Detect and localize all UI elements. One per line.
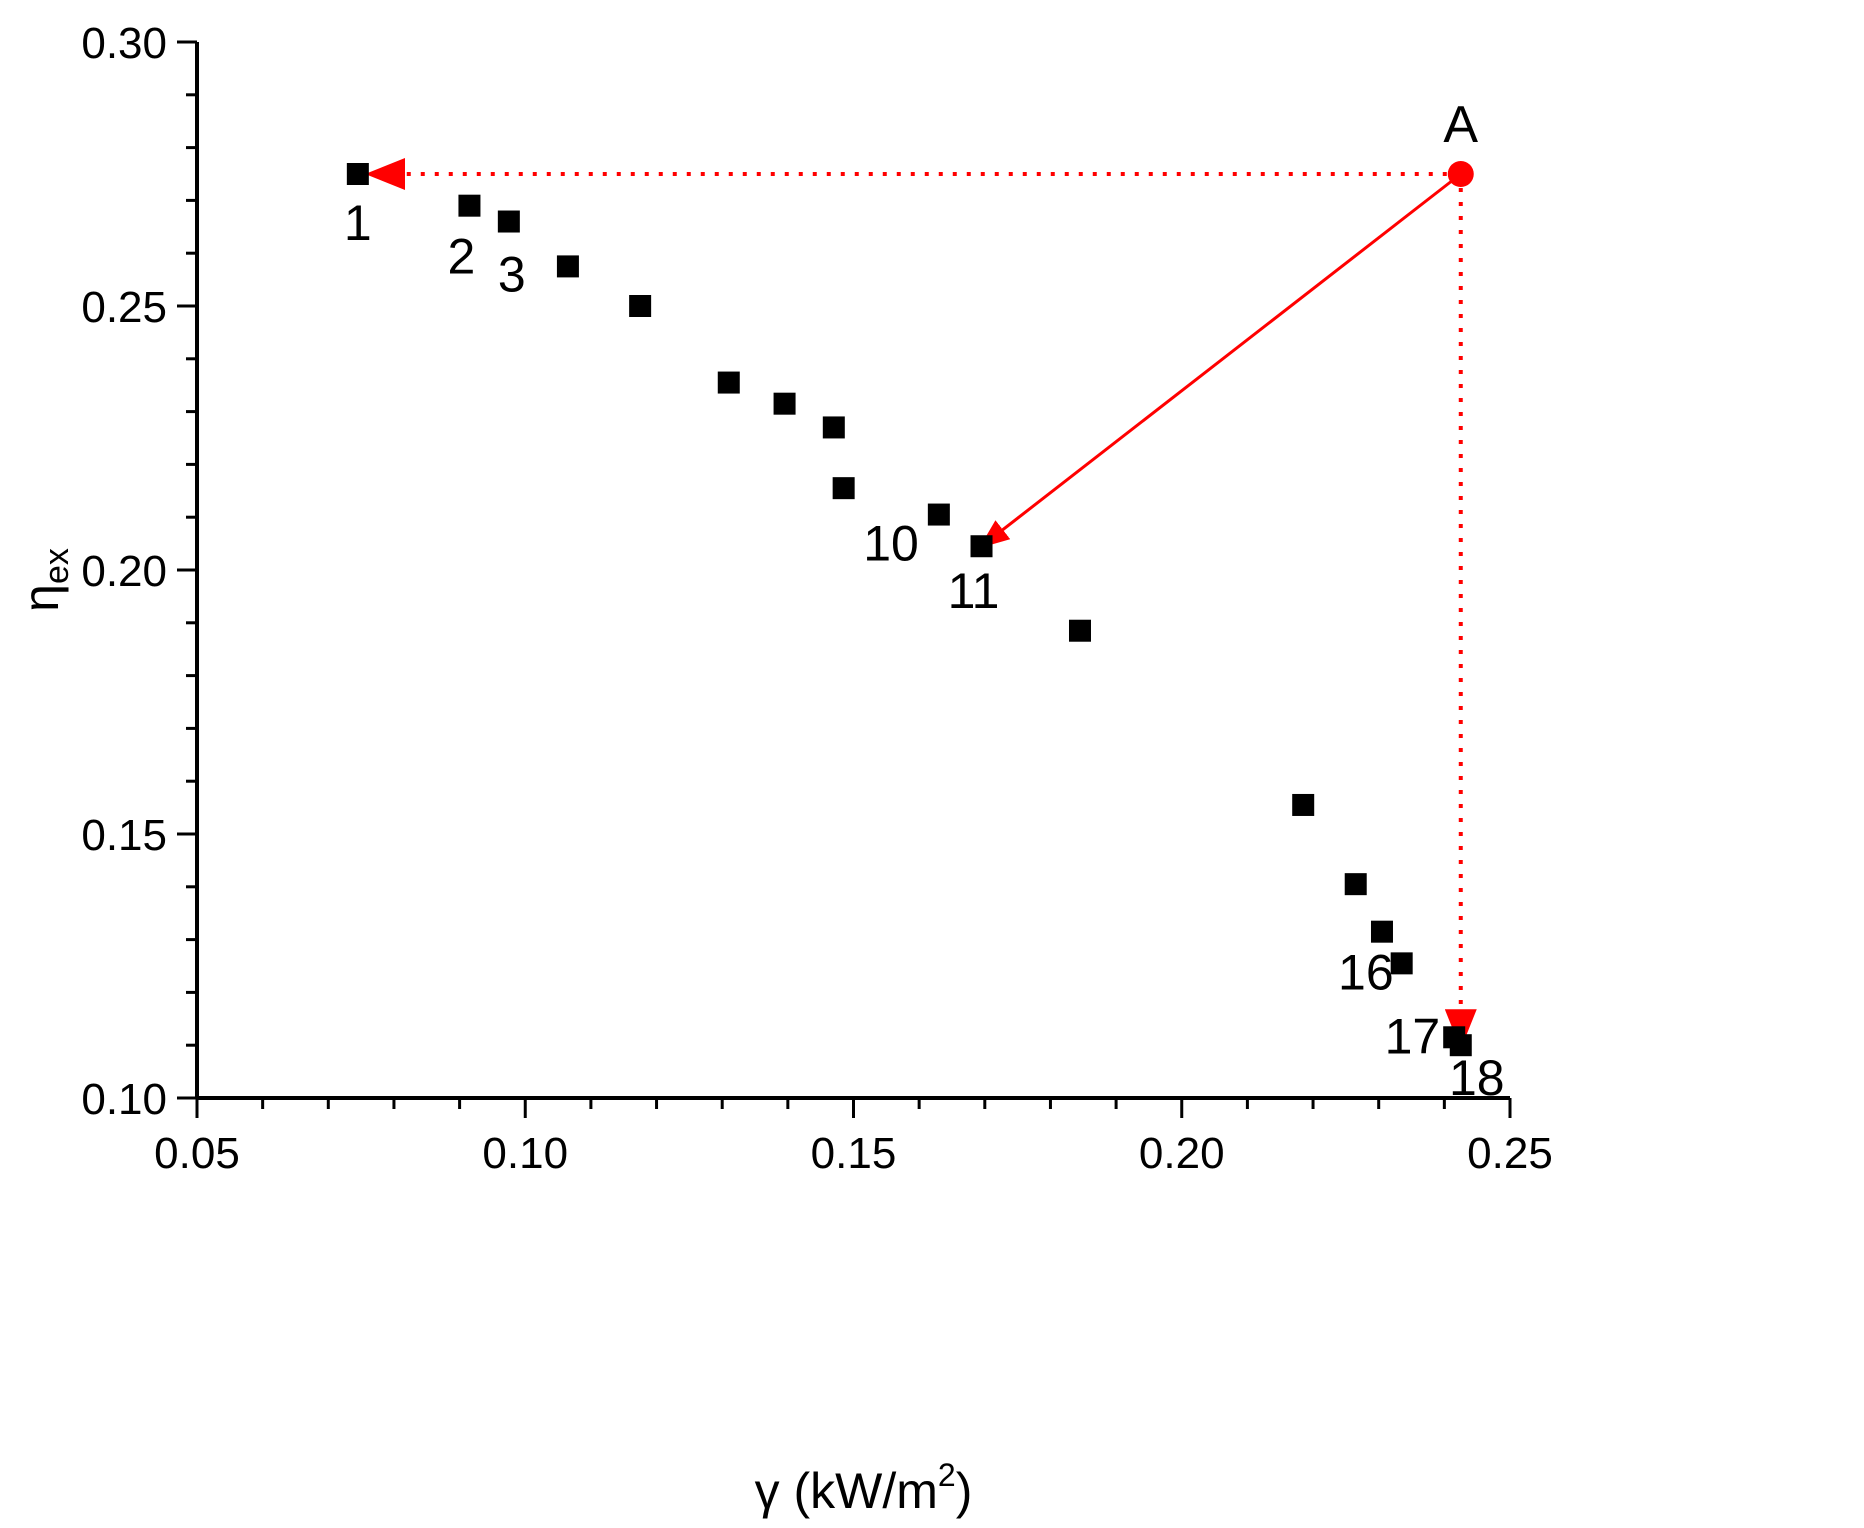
reference-point-a xyxy=(1447,161,1474,187)
point-label: 16 xyxy=(1338,944,1394,1000)
data-point xyxy=(1370,920,1393,943)
axis-ticks xyxy=(177,40,1512,1118)
y-tick-label: 0.15 xyxy=(81,811,167,860)
data-point xyxy=(1068,619,1091,642)
data-point xyxy=(1292,793,1315,816)
data-point xyxy=(832,477,855,500)
data-point xyxy=(556,255,579,278)
point-label: 18 xyxy=(1449,1050,1505,1106)
x-tick-label: 0.10 xyxy=(482,1129,568,1178)
solid-arrow xyxy=(979,172,1462,549)
data-point xyxy=(1449,1034,1472,1057)
x-axis-title-superscript: 2 xyxy=(938,1457,956,1493)
data-point xyxy=(497,210,520,233)
data-point xyxy=(346,163,369,185)
data-point xyxy=(1344,873,1367,896)
y-tick-label: 0.30 xyxy=(81,19,167,68)
data-point xyxy=(822,416,845,439)
x-tick-label: 0.25 xyxy=(1467,1129,1553,1178)
data-point xyxy=(1390,952,1413,975)
point-label: 3 xyxy=(498,247,526,303)
y-axis-title-subscript: ex xyxy=(38,548,76,584)
y-axis-title-main: η xyxy=(13,584,69,612)
reference-point-group: A xyxy=(1443,96,1478,187)
data-point xyxy=(773,392,796,415)
data-point xyxy=(629,295,652,317)
point-label: 11 xyxy=(948,563,1000,619)
y-axis-title: ηex xyxy=(13,548,76,612)
point-label: 17 xyxy=(1385,1008,1441,1064)
point-label: 10 xyxy=(863,516,919,572)
reference-point-label: A xyxy=(1443,96,1478,154)
x-tick-label: 0.05 xyxy=(154,1129,240,1178)
x-axis-title-main: γ (kW/m xyxy=(755,1463,938,1519)
data-points xyxy=(346,163,1472,1057)
plot-axes xyxy=(195,42,1510,1100)
data-point xyxy=(458,194,481,217)
point-label: 1 xyxy=(344,195,372,251)
data-point xyxy=(927,503,950,526)
x-tick-label: 0.20 xyxy=(1139,1129,1225,1178)
annotation-arrows xyxy=(365,158,1477,1050)
y-tick-label: 0.25 xyxy=(81,283,167,332)
y-tick-label: 0.20 xyxy=(81,547,167,596)
point-label: 2 xyxy=(448,229,476,285)
x-axis-title-close: ) xyxy=(956,1463,973,1519)
x-tick-label: 0.15 xyxy=(811,1129,897,1178)
axis-tick-labels: 0.05 0.10 0.15 0.20 0.25 0.10 0.15 0.20 0.25 0.30 xyxy=(81,19,1552,1178)
data-point xyxy=(970,535,993,558)
x-axis-title: γ (kW/m2) xyxy=(755,1457,973,1519)
y-tick-label: 0.10 xyxy=(81,1075,167,1124)
data-point xyxy=(717,371,740,394)
